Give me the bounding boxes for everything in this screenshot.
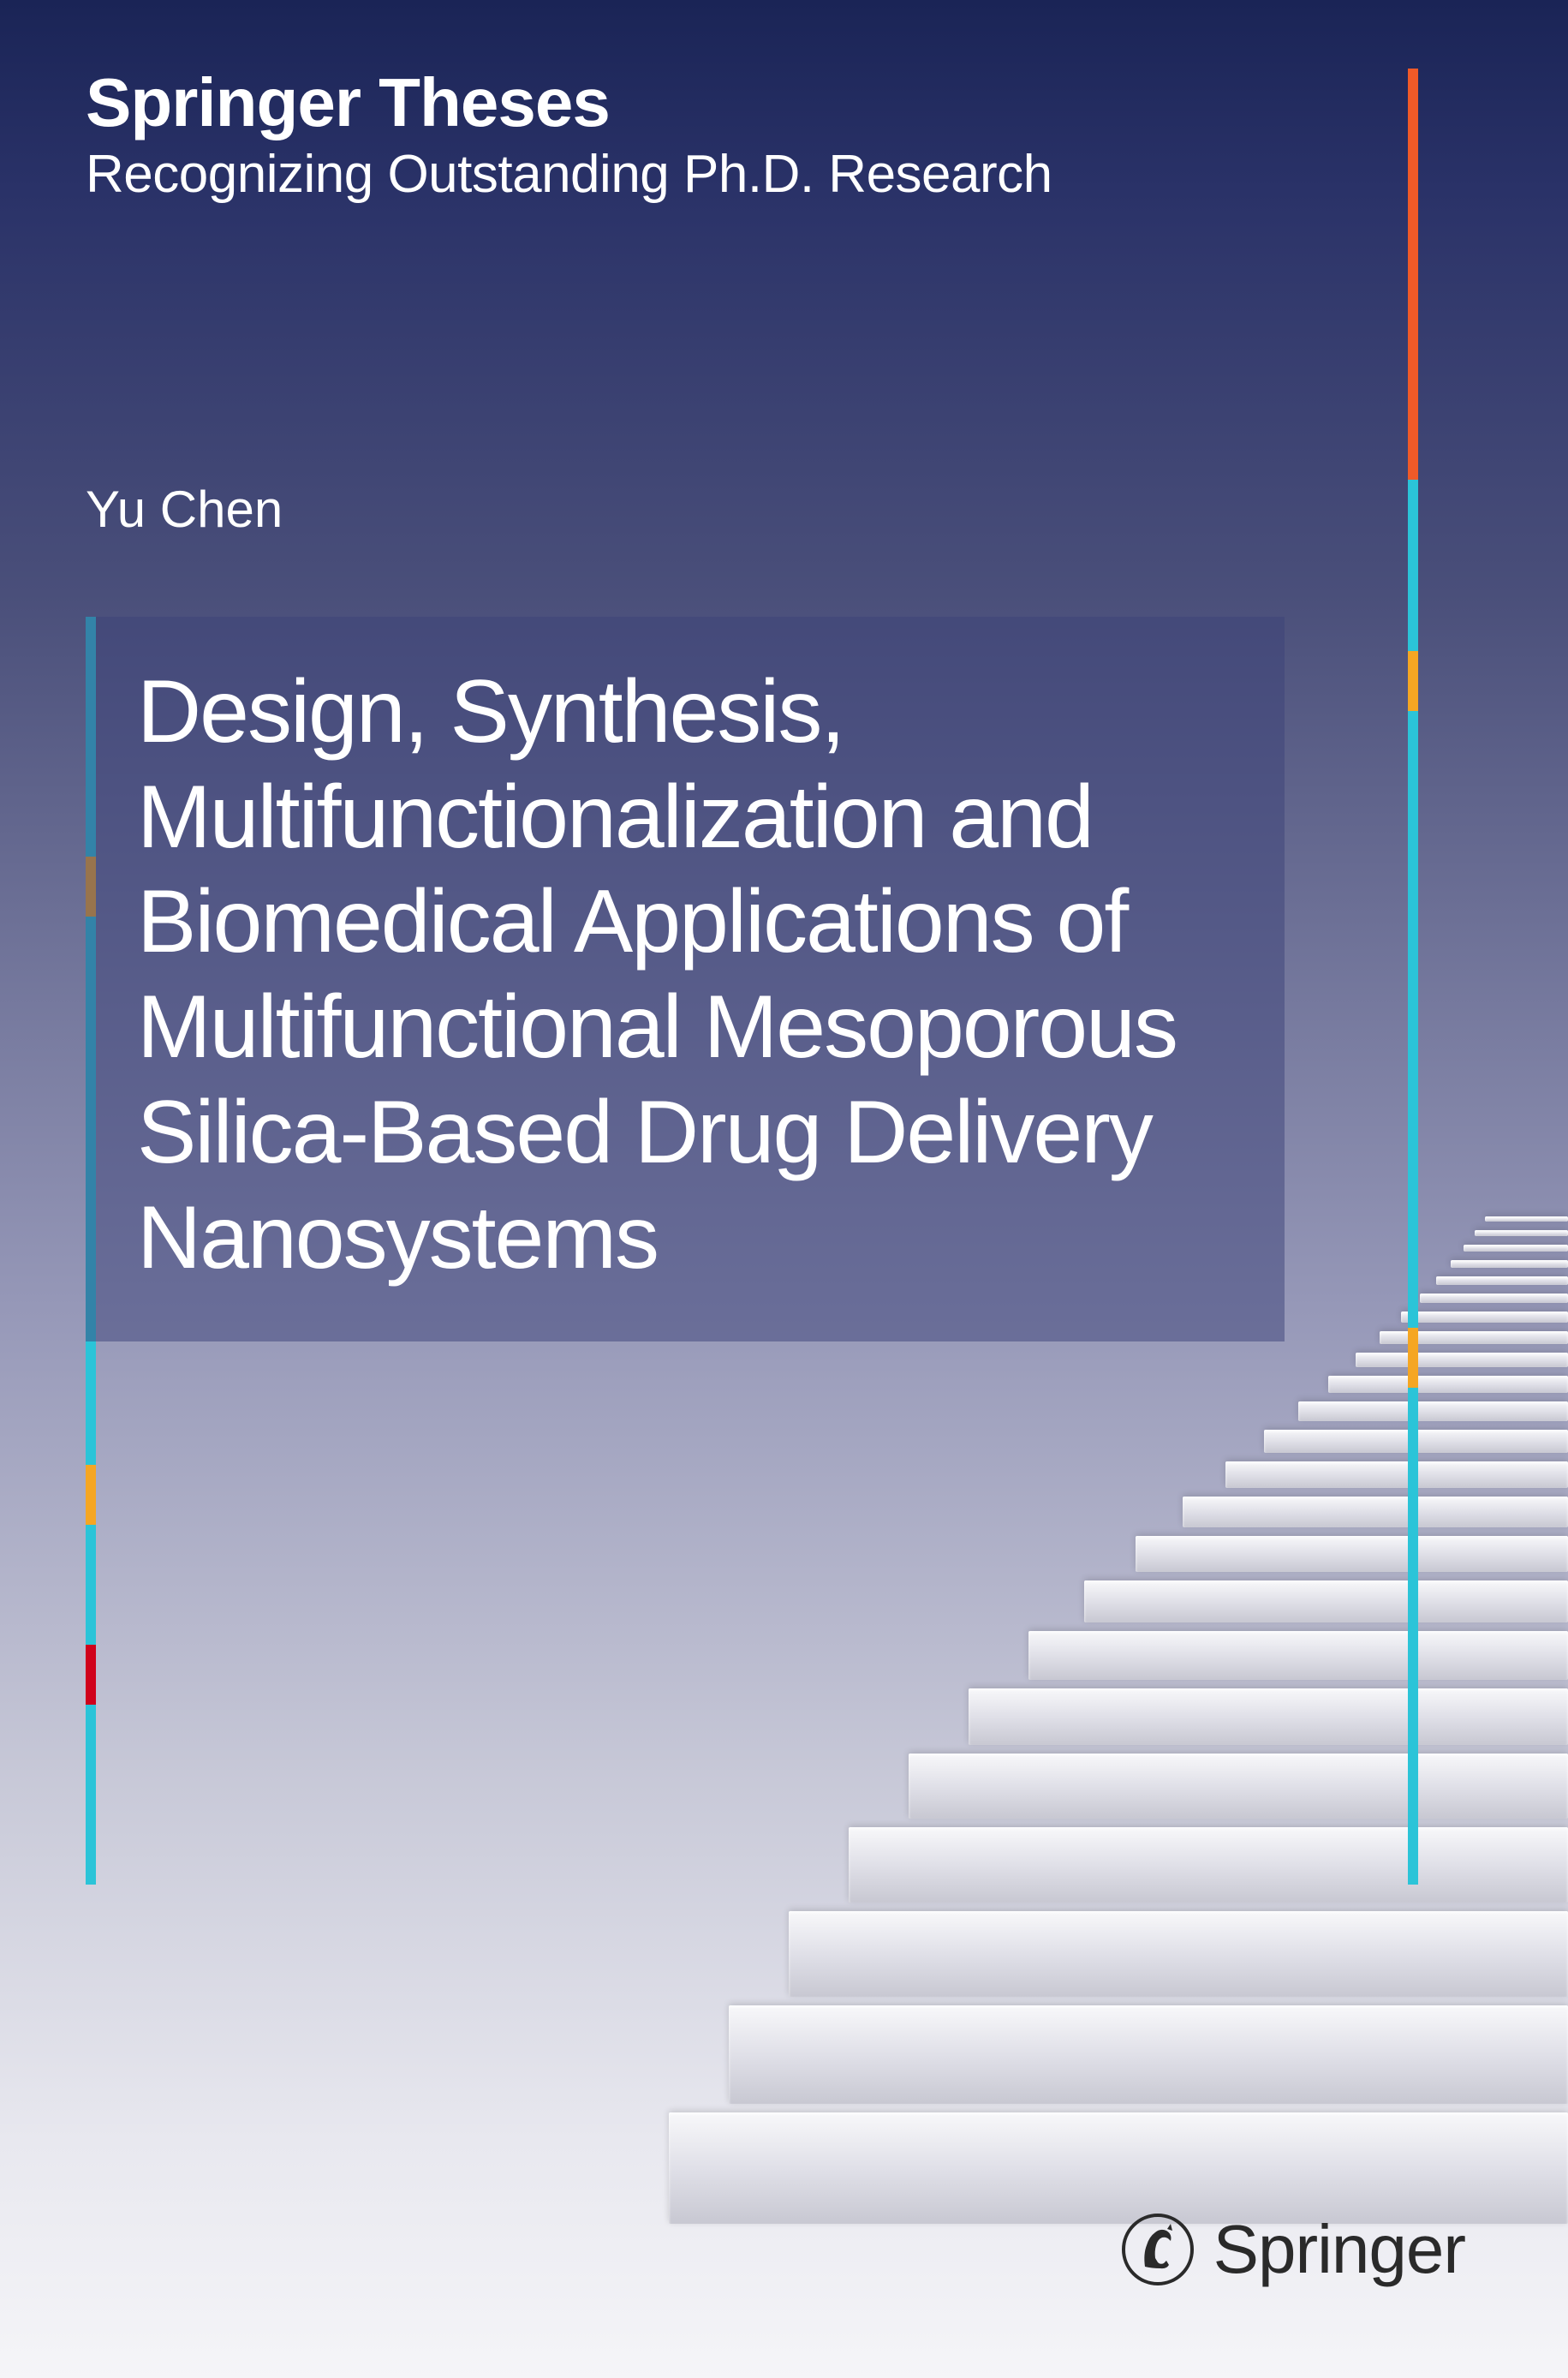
series-title: Springer Theses	[86, 69, 1052, 137]
author-name: Yu Chen	[86, 480, 283, 539]
series-header: Springer Theses Recognizing Outstanding …	[86, 69, 1052, 205]
right-accent-bar	[1408, 69, 1418, 1885]
springer-horse-icon	[1119, 2207, 1196, 2292]
series-subtitle: Recognizing Outstanding Ph.D. Research	[86, 144, 1052, 205]
title-panel: Design, Synthesis, Multifunctionalizatio…	[86, 617, 1285, 1341]
publisher-name: Springer	[1213, 2210, 1465, 2289]
book-title: Design, Synthesis, Multifunctionalizatio…	[137, 660, 1233, 1290]
publisher-block: Springer	[1119, 2207, 1465, 2292]
